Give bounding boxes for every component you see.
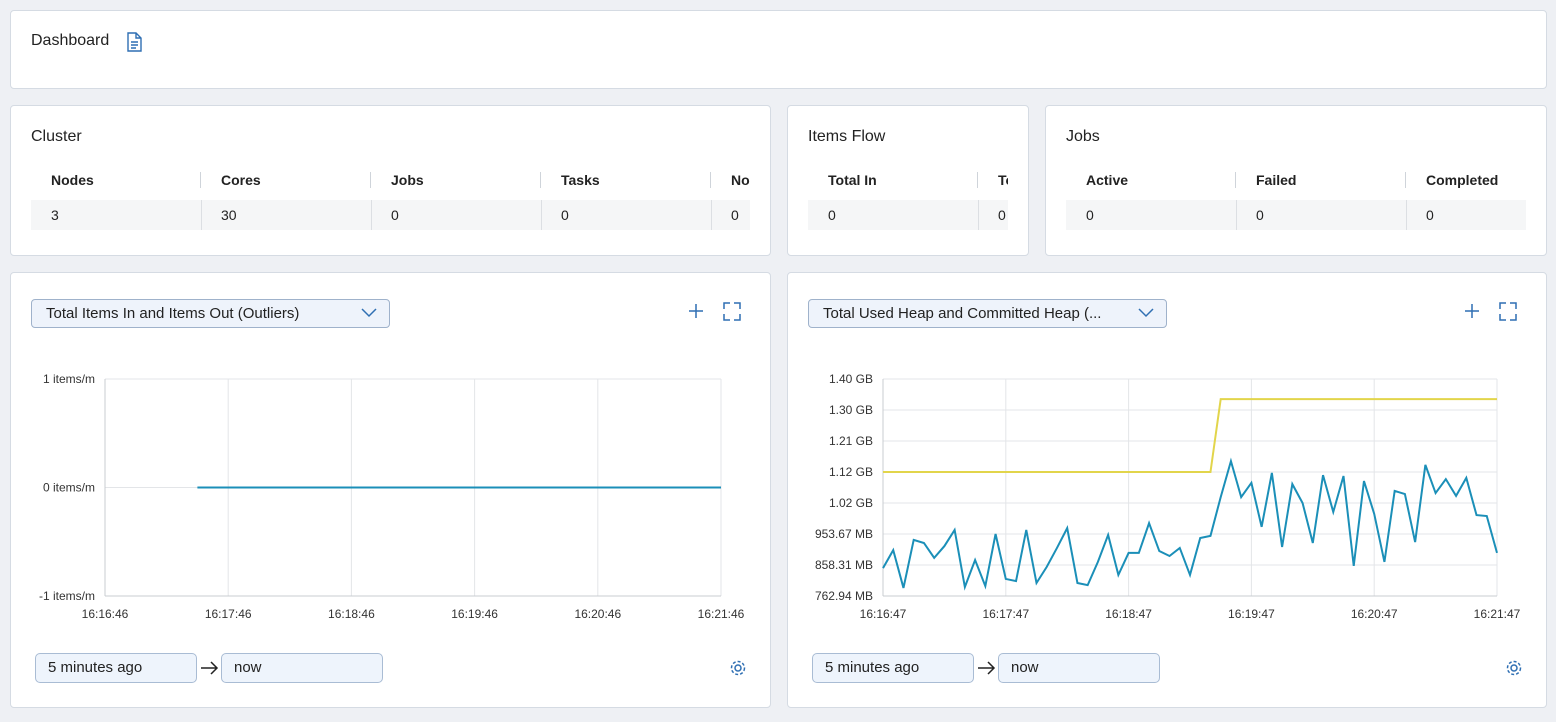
stats-table: Nodes3Cores30Jobs0Tasks0No0 bbox=[31, 166, 750, 232]
cell: 0 bbox=[808, 200, 978, 230]
column-separator bbox=[1235, 172, 1236, 188]
page-title: Dashboard bbox=[31, 32, 109, 50]
cell: 0 bbox=[1066, 200, 1236, 230]
column-header: Jobs bbox=[371, 166, 541, 194]
stats-table: Active0Failed0Completed0 bbox=[1066, 166, 1526, 232]
time-to[interactable]: now bbox=[998, 653, 1160, 683]
column-header: Failed bbox=[1236, 166, 1406, 194]
cell: 30 bbox=[201, 200, 371, 230]
column-separator bbox=[977, 172, 978, 188]
metric-select[interactable]: Total Used Heap and Committed Heap (... bbox=[808, 299, 1167, 328]
column-header: Nodes bbox=[31, 166, 201, 194]
panel-title: Jobs bbox=[1066, 128, 1100, 146]
cell: 0 bbox=[541, 200, 711, 230]
cell: 0 bbox=[1236, 200, 1406, 230]
time-from[interactable]: 5 minutes ago bbox=[812, 653, 974, 683]
cell: 3 bbox=[31, 200, 201, 230]
column-separator bbox=[370, 172, 371, 188]
column-separator bbox=[710, 172, 711, 188]
column-separator bbox=[540, 172, 541, 188]
column-separator bbox=[200, 172, 201, 188]
cell: 0 bbox=[978, 200, 1008, 230]
time-from[interactable]: 5 minutes ago bbox=[35, 653, 197, 683]
column-header: Cores bbox=[201, 166, 371, 194]
header-panel: Dashboard bbox=[10, 10, 1547, 89]
chart-panel bbox=[787, 272, 1547, 708]
column-separator bbox=[1405, 172, 1406, 188]
time-to[interactable]: now bbox=[221, 653, 383, 683]
column-header: Active bbox=[1066, 166, 1236, 194]
column-header: Completed bbox=[1406, 166, 1526, 194]
metric-select-text: Total Used Heap and Committed Heap (... bbox=[823, 305, 1101, 322]
chart-panel bbox=[10, 272, 771, 708]
cell: 0 bbox=[371, 200, 541, 230]
panel-title: Items Flow bbox=[808, 128, 885, 146]
stats-table: Total In0To0 bbox=[808, 166, 1008, 232]
column-header: No bbox=[711, 166, 750, 194]
panel-title: Cluster bbox=[31, 128, 82, 146]
column-header: Total In bbox=[808, 166, 978, 194]
cell: 0 bbox=[1406, 200, 1526, 230]
metric-select[interactable]: Total Items In and Items Out (Outliers) bbox=[31, 299, 390, 328]
cell: 0 bbox=[711, 200, 750, 230]
column-header: To bbox=[978, 166, 1008, 194]
column-header: Tasks bbox=[541, 166, 711, 194]
metric-select-text: Total Items In and Items Out (Outliers) bbox=[46, 305, 299, 322]
doc-icon[interactable] bbox=[124, 31, 144, 53]
